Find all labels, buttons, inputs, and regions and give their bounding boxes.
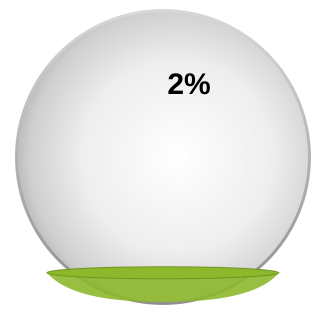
value-label: 2%	[167, 68, 210, 101]
gauge-body	[18, 12, 308, 302]
chart: 2%	[0, 0, 326, 314]
page: 2% (() => { const data = JSON.parse(docu…	[0, 0, 326, 314]
liquid-fill	[47, 267, 279, 302]
liquid-surface	[47, 267, 279, 279]
